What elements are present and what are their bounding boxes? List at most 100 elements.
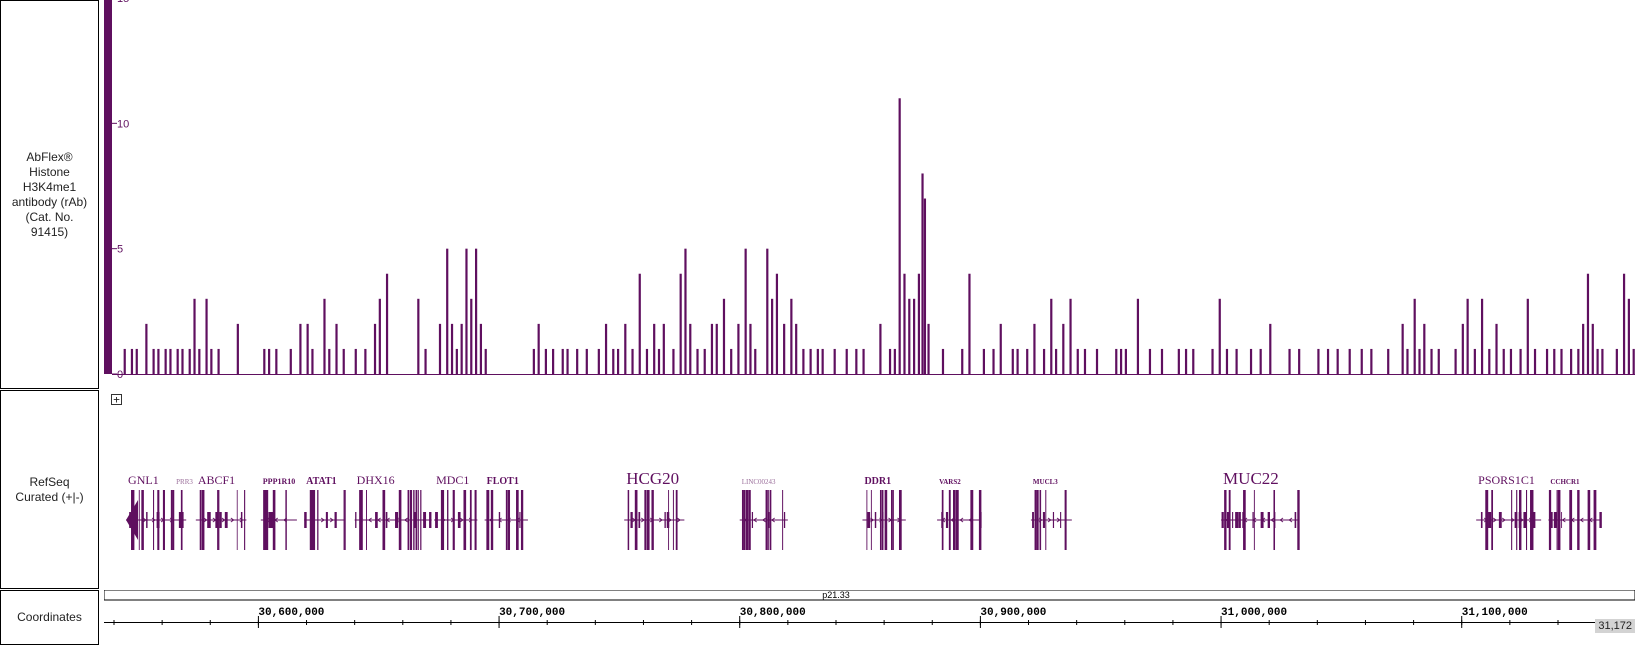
gene-exon xyxy=(519,512,521,528)
gene-dhx16[interactable]: DHX16 xyxy=(354,473,432,550)
signal-bar xyxy=(1545,348,1549,374)
signal-bar xyxy=(157,348,160,374)
gene-exon xyxy=(153,490,155,550)
signal-bar xyxy=(1177,348,1180,374)
gene-abcf1[interactable]: ABCF1 xyxy=(195,473,247,550)
gene-exon xyxy=(1514,512,1518,528)
signal-bar xyxy=(1577,348,1580,374)
signal-bar xyxy=(268,348,271,374)
gene-muc22[interactable]: MUC22 xyxy=(1221,469,1300,550)
signal-bar xyxy=(672,348,675,374)
gene-label: GNL1 xyxy=(128,473,159,487)
gene-exon xyxy=(304,512,307,528)
gene-exon xyxy=(201,490,204,550)
signal-track-label-text: AbFlex® Histone H3K4me1 antibody (rAb) (… xyxy=(11,149,88,239)
strand-arrow xyxy=(385,517,390,523)
strand-arrow xyxy=(441,517,446,523)
gene-exon xyxy=(1232,512,1234,528)
signal-bar xyxy=(715,323,718,374)
signal-bar xyxy=(378,298,381,374)
signal-bar xyxy=(795,323,798,374)
strand-arrow xyxy=(412,517,417,523)
signal-bar xyxy=(537,323,540,374)
signal-bar xyxy=(597,348,600,374)
signal-bar xyxy=(470,298,473,374)
gene-ppp1r10[interactable]: PPP1R10 xyxy=(260,477,297,550)
gene-exon xyxy=(417,490,419,550)
gene-exon xyxy=(1488,512,1492,528)
gene-exon xyxy=(409,490,413,550)
refseq-track[interactable]: GNL1 PRR3 ABCF1 PPP1R10 ATAT1 DHX16 MDC1 FLOT1 H… xyxy=(104,390,1635,590)
gene-mdc1[interactable]: MDC1 xyxy=(434,473,478,550)
gene-exon xyxy=(317,490,319,550)
gene-label: MDC1 xyxy=(436,473,469,487)
signal-bar xyxy=(790,298,793,374)
gene-exon xyxy=(644,490,647,550)
signal-bar xyxy=(816,348,819,374)
signal-bar xyxy=(306,323,309,374)
strand-arrow xyxy=(265,517,270,523)
signal-bar xyxy=(775,273,779,374)
signal-bar xyxy=(479,323,483,374)
signal-bar xyxy=(1062,323,1065,374)
gene-exon xyxy=(893,490,894,550)
gene-exon xyxy=(1561,512,1563,528)
gene-linc00243[interactable]: LINC00243 xyxy=(739,478,788,550)
strand-arrow xyxy=(1579,517,1584,523)
gene-label: VARS2 xyxy=(939,478,961,486)
gene-exon xyxy=(157,490,160,550)
strand-arrow xyxy=(771,517,775,523)
gene-exon xyxy=(224,512,228,528)
gene-vars2[interactable]: VARS2 xyxy=(937,478,982,550)
strand-arrow xyxy=(1570,517,1575,523)
gene-exon xyxy=(978,490,982,550)
gene-exon xyxy=(475,490,477,550)
gene-flot1[interactable]: FLOT1 xyxy=(484,476,528,550)
gene-hcg20[interactable]: HCG20 xyxy=(624,469,685,550)
signal-bar xyxy=(821,348,824,374)
signal-bar xyxy=(1582,323,1585,374)
strand-arrow xyxy=(142,517,147,523)
gene-ddr1[interactable]: DDR1 xyxy=(862,476,906,550)
strand-arrow xyxy=(283,517,288,523)
coordinate-ruler[interactable]: p21.33 30,600,000 30,700,000 30,800,000 30,9… xyxy=(104,590,1635,645)
strand-arrow xyxy=(658,517,663,523)
gene-exon xyxy=(420,490,422,550)
signal-bar xyxy=(1259,348,1262,374)
signal-track[interactable]: 0 5 10 15 xyxy=(104,0,1635,390)
signal-bar xyxy=(1480,298,1484,374)
gene-exon xyxy=(398,490,402,550)
signal-bar xyxy=(982,348,985,374)
signal-bar xyxy=(645,348,649,374)
signal-bar xyxy=(385,273,389,374)
signal-tick-label: 5 xyxy=(117,244,123,256)
signal-bar xyxy=(263,348,266,374)
strand-arrow xyxy=(968,517,973,523)
gene-atat1[interactable]: ATAT1 xyxy=(304,476,346,550)
gene-mucl3[interactable]: MUCL3 xyxy=(1030,478,1072,550)
gene-label: ATAT1 xyxy=(306,476,337,487)
strand-arrow xyxy=(311,517,316,523)
gene-exon xyxy=(1253,490,1255,550)
gene-cchcr1[interactable]: CCHCR1 xyxy=(1548,478,1602,550)
gene-exon xyxy=(268,512,272,528)
signal-bar xyxy=(1560,348,1563,374)
strand-arrow xyxy=(941,517,946,523)
signal-bar xyxy=(1148,348,1152,374)
signal-bar xyxy=(1596,348,1599,374)
gene-exon xyxy=(664,512,666,528)
signal-bar xyxy=(927,323,930,374)
signal-bar xyxy=(908,298,911,374)
expand-track-icon[interactable]: + xyxy=(111,394,122,405)
signal-bar xyxy=(1054,348,1058,374)
gene-exon xyxy=(244,490,246,550)
gene-exon xyxy=(783,512,786,528)
signal-bar xyxy=(373,323,377,374)
signal-bar xyxy=(898,98,901,375)
signal-bar xyxy=(446,248,449,374)
strand-arrow xyxy=(329,517,334,523)
signal-bar xyxy=(152,348,155,374)
gene-prr3[interactable]: PRR3 xyxy=(174,478,193,550)
gene-psors1c1[interactable]: PSORS1C1 xyxy=(1476,473,1542,550)
signal-bar xyxy=(1336,348,1339,374)
